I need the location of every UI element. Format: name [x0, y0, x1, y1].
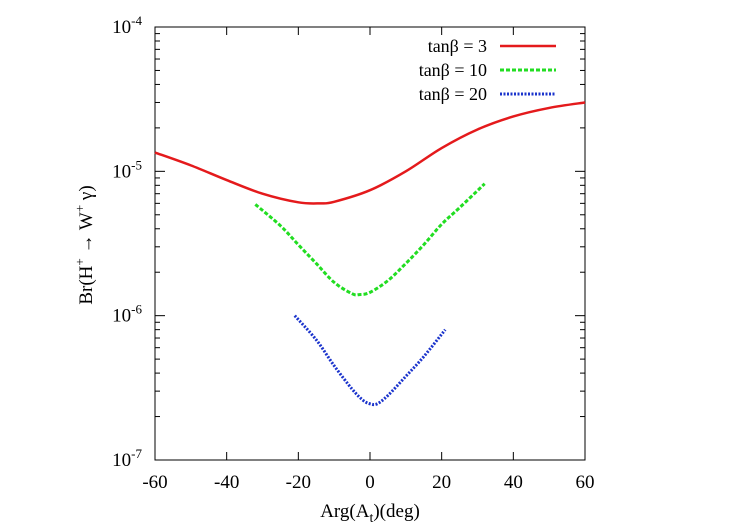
x-tick-label: 60	[576, 472, 595, 493]
y-tick-label: 10-4	[112, 13, 142, 38]
x-axis-label: Arg(At)(deg)	[320, 501, 420, 525]
y-tick-label: 10-6	[112, 302, 142, 327]
series-line-2	[254, 182, 486, 297]
x-tick-label: 0	[365, 472, 375, 493]
legend-label-2: tanβ = 10	[419, 60, 487, 80]
x-tick-label: -20	[286, 472, 311, 493]
legend-label-1: tanβ = 3	[428, 36, 487, 56]
plot-frame	[154, 26, 586, 461]
series-line-1	[154, 101, 586, 205]
y-tick-label: 10-7	[112, 446, 142, 471]
x-tick-label: -60	[142, 472, 167, 493]
y-axis-label: Br(H+ → W+ γ)	[72, 185, 97, 304]
x-tick-label: 40	[504, 472, 523, 493]
legend-label-3: tanβ = 20	[419, 84, 487, 104]
x-tick-label: 20	[432, 472, 451, 493]
series-line-3	[293, 314, 447, 407]
x-tick-label: -40	[214, 472, 239, 493]
y-tick-label: 10-5	[112, 157, 142, 182]
